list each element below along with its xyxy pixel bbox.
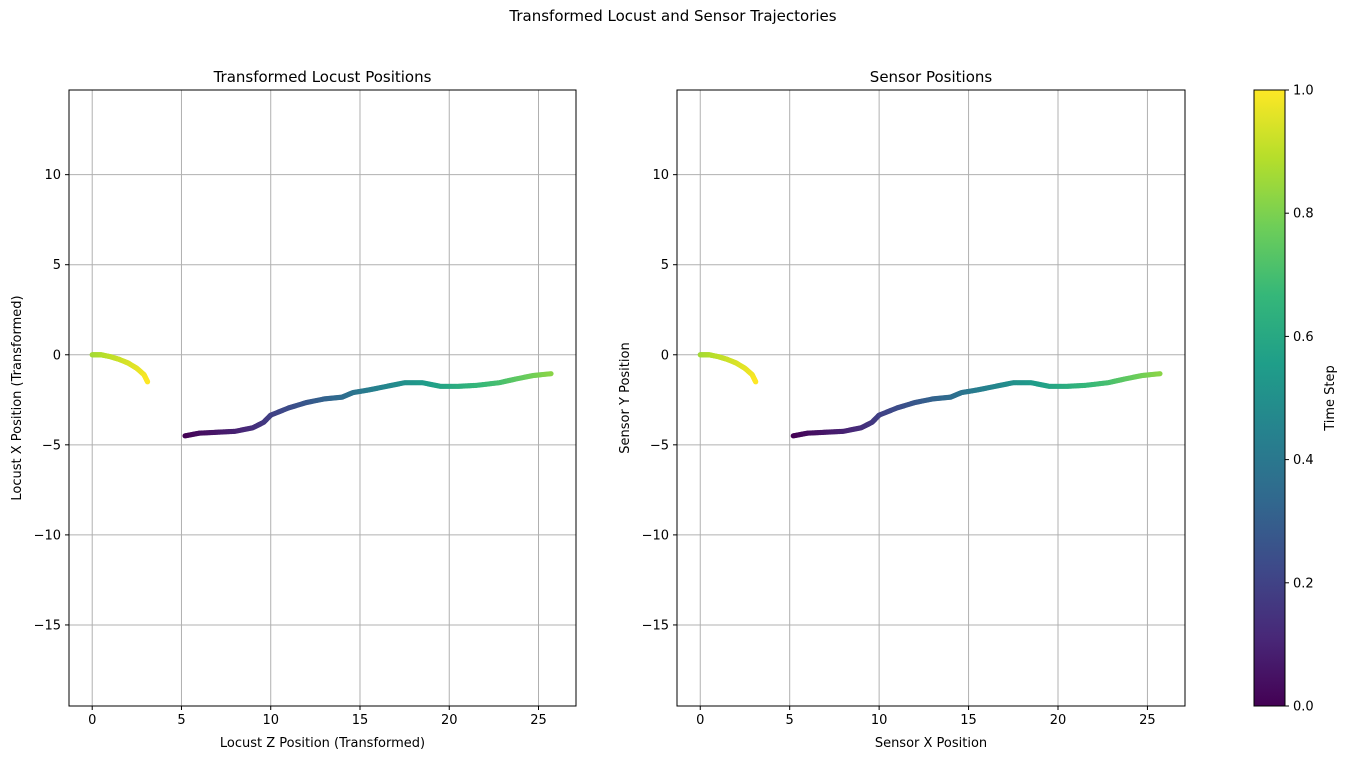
colorbar-tick-label: 0.8 <box>1293 207 1314 222</box>
locust-plot-frame <box>68 89 577 707</box>
locust-y-tick-label: −15 <box>34 618 61 633</box>
locust-y-tick-label: 0 <box>53 348 61 363</box>
locust-positions-panel: 0 5 10 15 20 25 −15 −10 −5 0 5 10 Transformed Locust… <box>10 68 577 751</box>
colorbar-tick-label: 0.2 <box>1293 576 1314 591</box>
sensor-positions-panel: 0 5 10 15 20 25 −15 −10 −5 0 5 10 Sensor Positions Se… <box>618 68 1186 751</box>
sensor-x-tick-label: 15 <box>960 713 977 728</box>
locust-x-tick-label: 20 <box>441 713 458 728</box>
sensor-y-tick-label: −5 <box>650 438 669 453</box>
sensor-plot-frame <box>676 89 1186 707</box>
sensor-y-axis-label: Sensor Y Position <box>618 342 633 453</box>
sensor-x-tick-label: 0 <box>696 713 704 728</box>
colorbar-tick-label: 0.4 <box>1293 453 1314 468</box>
sensor-x-tick-label: 20 <box>1050 713 1067 728</box>
time-step-colorbar: 0.0 0.2 0.4 0.6 0.8 1.0 Time Step <box>1253 84 1338 715</box>
sensor-trajectory-point <box>1157 371 1163 377</box>
locust-y-tick-label: 5 <box>53 258 61 273</box>
locust-y-tick-label: −5 <box>42 438 61 453</box>
sensor-trajectory-point <box>753 379 759 385</box>
locust-x-tick-label: 10 <box>262 713 279 728</box>
sensor-x-axis-label: Sensor X Position <box>875 736 987 751</box>
colorbar-label: Time Step <box>1323 365 1338 432</box>
sensor-x-tick-label: 25 <box>1139 713 1156 728</box>
sensor-x-tick-label: 10 <box>871 713 888 728</box>
locust-x-tick-label: 15 <box>352 713 369 728</box>
locust-y-axis-label: Locust X Position (Transformed) <box>10 295 25 500</box>
sensor-x-tick-label: 5 <box>786 713 794 728</box>
colorbar-tick-label: 0.6 <box>1293 330 1314 345</box>
sensor-y-tick-label: 5 <box>661 258 669 273</box>
colorbar-tick-label: 0.0 <box>1293 700 1314 715</box>
locust-trajectory-point <box>144 379 151 385</box>
locust-chart-title: Transformed Locust Positions <box>213 68 432 86</box>
sensor-y-tick-label: −15 <box>642 618 669 633</box>
figure-suptitle: Transformed Locust and Sensor Trajectori… <box>509 7 837 25</box>
sensor-y-tick-label: −10 <box>642 528 669 543</box>
locust-x-axis-label: Locust Z Position (Transformed) <box>220 736 425 751</box>
locust-x-tick-label: 25 <box>530 713 547 728</box>
colorbar-tick-label: 1.0 <box>1293 84 1314 99</box>
sensor-chart-title: Sensor Positions <box>870 68 993 86</box>
locust-x-tick-label: 0 <box>88 713 96 728</box>
locust-trajectory-point <box>548 371 554 377</box>
locust-x-tick-label: 5 <box>177 713 185 728</box>
locust-y-tick-label: 10 <box>44 168 61 183</box>
colorbar-gradient <box>1253 89 1286 707</box>
locust-y-tick-label: −10 <box>34 528 61 543</box>
sensor-y-tick-label: 0 <box>661 348 669 363</box>
sensor-y-tick-label: 10 <box>652 168 669 183</box>
